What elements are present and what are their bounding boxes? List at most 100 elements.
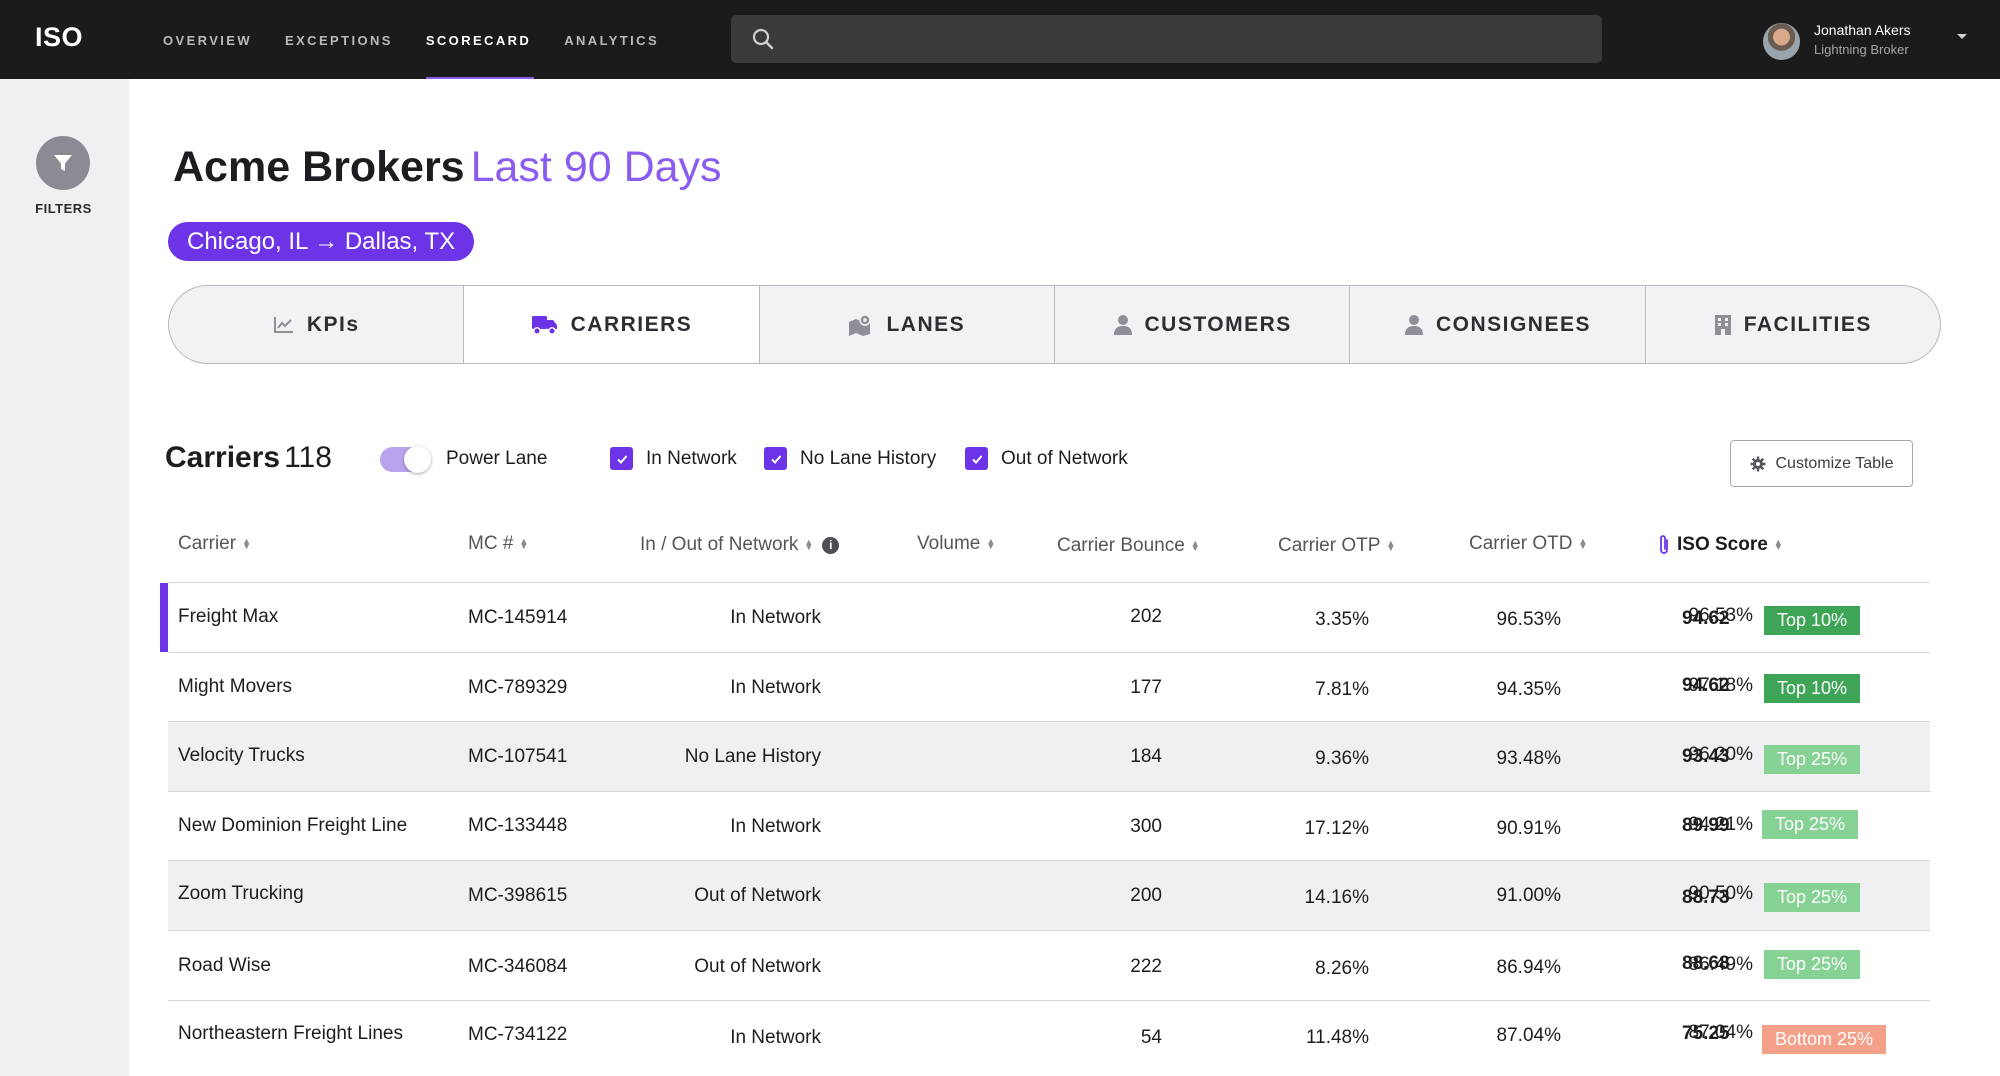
network-status: In Network — [730, 607, 821, 628]
info-icon[interactable]: i — [822, 536, 840, 554]
mc-number: MC-398615 — [468, 885, 568, 907]
chevron-down-icon[interactable] — [1957, 34, 1967, 39]
building-icon — [1714, 314, 1731, 335]
company-name: Acme Brokers — [173, 143, 465, 191]
column-mc[interactable]: MC # ▲ ▼ — [468, 533, 528, 555]
network-status: In Network — [730, 815, 821, 837]
carrier-otd: 90.50% — [1688, 883, 1753, 905]
gear-icon — [1750, 456, 1765, 471]
carriers-heading: Carriers 118 — [165, 441, 332, 475]
table-row[interactable]: Velocity Trucks MC-107541 No Lane Histor… — [168, 722, 1930, 792]
paperclip-icon — [1660, 535, 1668, 554]
filters-button[interactable] — [36, 136, 90, 190]
column-otd[interactable]: Carrier OTD ▲ ▼ — [1469, 533, 1587, 555]
table-row[interactable]: Road Wise MC-346084 Out of Network 222 8… — [168, 931, 1930, 1001]
carrier-name[interactable]: Northeastern Freight Lines — [178, 1022, 403, 1044]
customize-table-button[interactable]: Customize Table — [1730, 440, 1913, 487]
tier-badge: Top 25% — [1764, 949, 1861, 979]
app-logo[interactable]: ISO — [35, 22, 84, 52]
tab-kpis[interactable]: KPIs — [169, 286, 465, 363]
carrier-otp: 90.91% — [1496, 817, 1561, 839]
column-label: Volume — [917, 533, 981, 554]
carrier-name[interactable]: Road Wise — [178, 954, 271, 976]
nav-exceptions[interactable]: EXCEPTIONS — [285, 33, 393, 48]
carrier-name[interactable]: Zoom Trucking — [178, 883, 304, 905]
iso-score: 89.99 — [1682, 814, 1730, 836]
carrier-otd: 96.20% — [1688, 744, 1753, 766]
column-label: ISO Score — [1677, 534, 1768, 555]
column-label: In / Out of Network — [640, 534, 799, 555]
mc-number: MC-145914 — [468, 607, 568, 628]
carriers-title: Carriers — [165, 441, 281, 474]
iso-score: 88.68 — [1682, 952, 1730, 974]
carrier-otd: 96.53% — [1688, 605, 1753, 626]
carrier-otp: 93.48% — [1496, 748, 1561, 770]
carrier-bounce: 14.16% — [1304, 887, 1369, 909]
sort-icon: ▲ ▼ — [804, 537, 814, 552]
toggle-knob — [404, 446, 431, 473]
column-otp[interactable]: Carrier OTP ▲ ▼ — [1278, 535, 1395, 557]
carrier-name[interactable]: Freight Max — [178, 606, 279, 627]
volume: 202 — [1130, 606, 1162, 627]
no-lane-history-checkbox[interactable]: No Lane History — [764, 447, 936, 470]
carrier-otd: 94.21% — [1688, 813, 1753, 835]
table-row[interactable]: New Dominion Freight Line MC-133448 In N… — [168, 792, 1930, 862]
mc-number: MC-133448 — [468, 814, 568, 836]
carrier-bounce: 11.48% — [1305, 1026, 1369, 1048]
carrier-otp: 86.94% — [1496, 956, 1561, 978]
user-icon — [1404, 314, 1423, 335]
iso-score: 88.73 — [1682, 887, 1730, 909]
carrier-bounce: 3.35% — [1315, 609, 1369, 630]
nav-overview[interactable]: OVERVIEW — [163, 33, 253, 48]
carrier-name[interactable]: New Dominion Freight Line — [178, 814, 408, 836]
carriers-count: 118 — [284, 441, 332, 474]
tab-lanes[interactable]: LANES — [760, 286, 1055, 363]
carrier-otd: 97.18% — [1688, 674, 1753, 696]
customize-label: Customize Table — [1775, 454, 1894, 472]
iso-score: 94.62 — [1682, 674, 1730, 696]
sort-icon: ▲ ▼ — [519, 536, 529, 551]
power-lane-toggle[interactable] — [380, 446, 431, 473]
sort-icon: ▲ ▼ — [242, 536, 251, 551]
tab-customers[interactable]: CUSTOMERS — [1055, 286, 1351, 363]
user-menu[interactable]: Jonathan Akers Lightning Broker — [1763, 20, 1983, 60]
iso-score: 75.25 — [1682, 1022, 1730, 1044]
column-carrier[interactable]: Carrier ▲ ▼ — [178, 533, 251, 555]
table-row[interactable]: Northeastern Freight Lines MC-734122 In … — [168, 1001, 1930, 1071]
column-bounce[interactable]: Carrier Bounce ▲ ▼ — [1057, 535, 1200, 557]
carrier-name[interactable]: Might Movers — [178, 675, 293, 697]
volume: 200 — [1130, 885, 1162, 907]
table-row[interactable]: Zoom Trucking MC-398615 Out of Network 2… — [168, 861, 1930, 931]
carrier-bounce: 17.12% — [1304, 817, 1369, 839]
in-network-checkbox[interactable]: In Network — [610, 447, 737, 470]
date-range[interactable]: Last 90 Days — [470, 143, 722, 191]
column-iso-score[interactable]: ISO Score ▲ ▼ — [1658, 534, 1783, 556]
tab-carriers[interactable]: CARRIERS — [464, 286, 760, 363]
search-input[interactable] — [731, 15, 1602, 63]
avatar — [1763, 23, 1800, 60]
tab-consignees[interactable]: CONSIGNEES — [1350, 286, 1646, 363]
table-row[interactable]: Freight Max MC-145914 In Network 202 3.3… — [160, 583, 1930, 653]
column-network[interactable]: In / Out of Network ▲ ▼ i — [640, 534, 840, 556]
tab-label: KPIs — [306, 312, 360, 336]
table-row[interactable]: Might Movers MC-789329 In Network 177 7.… — [168, 653, 1930, 723]
column-volume[interactable]: Volume ▲ ▼ — [917, 533, 995, 555]
carrier-otp: 96.53% — [1496, 609, 1561, 630]
nav-analytics[interactable]: ANALYTICS — [564, 33, 660, 48]
out-of-network-checkbox[interactable]: Out of Network — [965, 447, 1128, 470]
column-label: Carrier OTP — [1278, 535, 1381, 556]
checkbox-checked-icon — [965, 447, 988, 470]
carrier-name[interactable]: Velocity Trucks — [178, 745, 305, 767]
volume: 300 — [1130, 815, 1162, 837]
nav-scorecard[interactable]: SCORECARD — [425, 0, 535, 79]
mc-number: MC-346084 — [468, 955, 568, 977]
carrier-otp: 87.04% — [1496, 1024, 1561, 1046]
mc-number: MC-107541 — [468, 746, 568, 768]
network-status: No Lane History — [684, 746, 821, 768]
tab-facilities[interactable]: FACILITIES — [1646, 286, 1940, 363]
tab-label: LANES — [886, 312, 966, 336]
checkbox-label: Out of Network — [1001, 447, 1128, 469]
volume: 184 — [1130, 746, 1162, 768]
lane-pill[interactable]: Chicago, IL → Dallas, TX — [168, 222, 475, 261]
carrier-bounce: 7.81% — [1315, 678, 1369, 700]
